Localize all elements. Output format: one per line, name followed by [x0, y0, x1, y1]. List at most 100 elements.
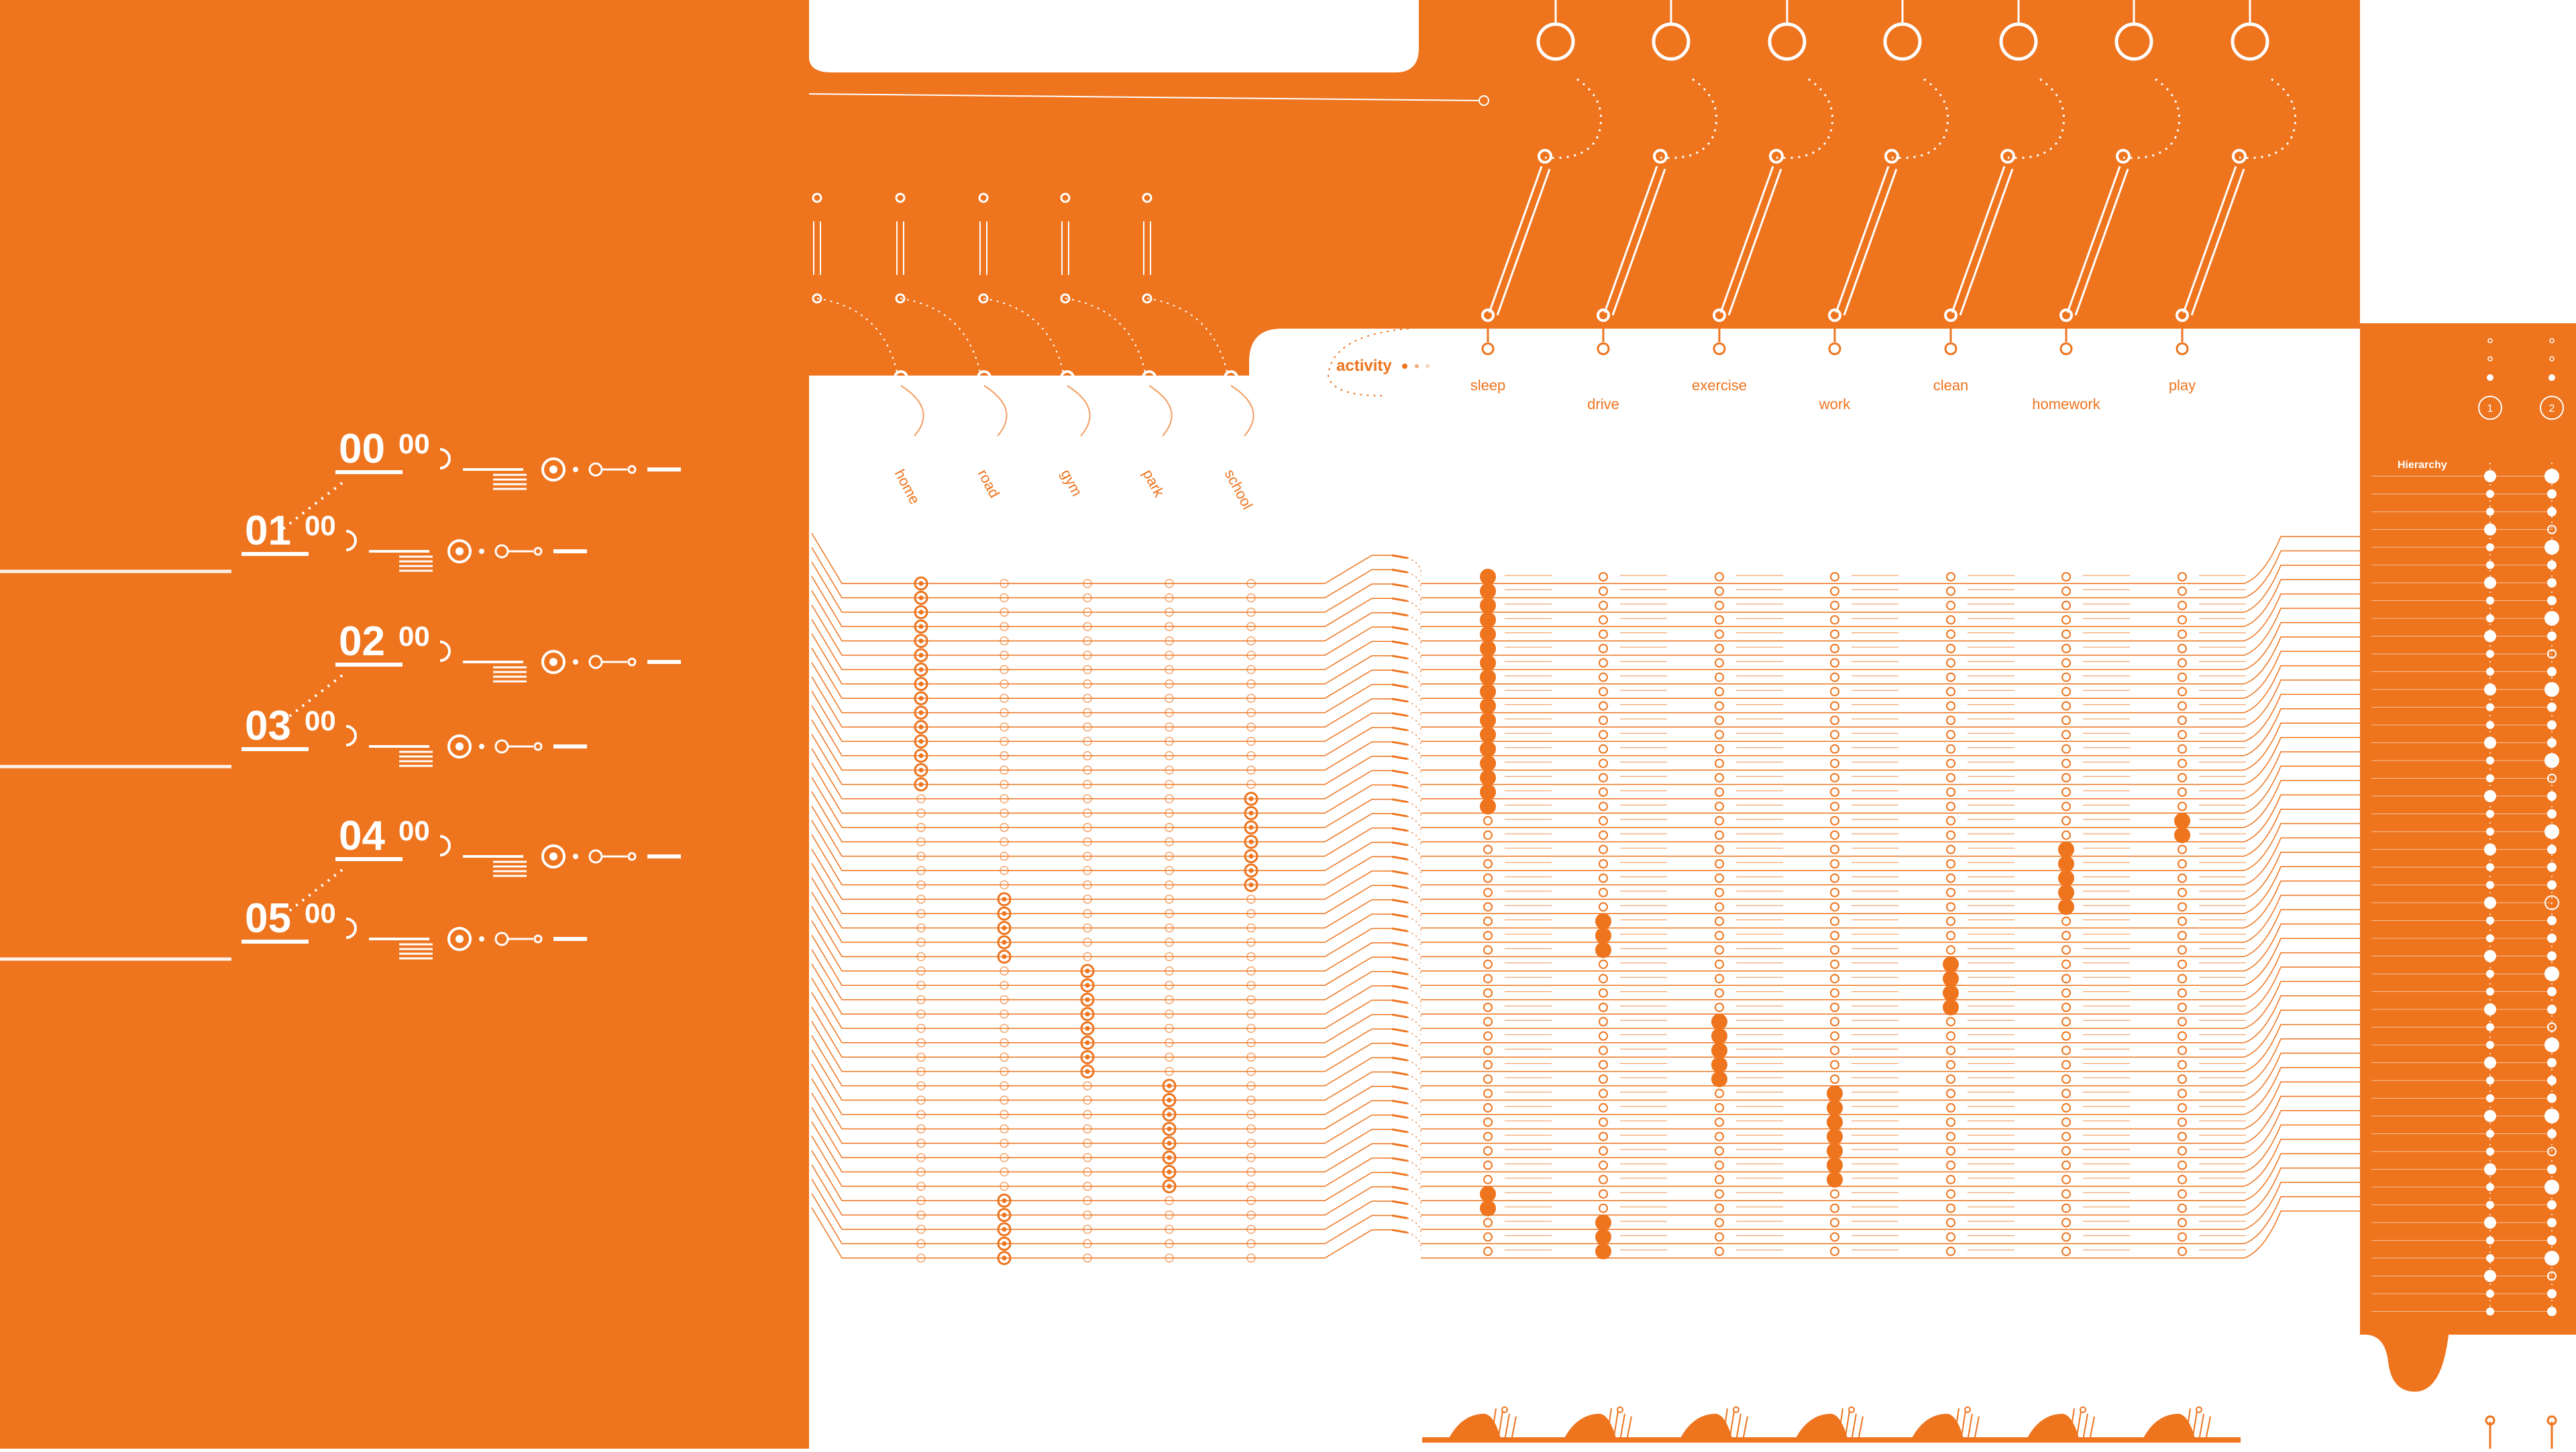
- row-activity-node-19-0: [1483, 844, 1493, 854]
- row-activity-node-35-2: [1711, 1071, 1727, 1087]
- row-activity-node-16-3: [1830, 801, 1839, 812]
- activity-heading: activity: [1336, 357, 1392, 375]
- row-activity-node-24-3: [1830, 916, 1839, 926]
- timeline-row-45: [811, 1178, 2368, 1237]
- row-exit-trace-29: [2234, 952, 2368, 1001]
- row-location-node-18-1: [1000, 837, 1009, 846]
- timeline-rows: [811, 533, 2368, 1266]
- row-activity-node-33-4: [1946, 1046, 1955, 1056]
- row-location-node-21-3: [1165, 880, 1174, 890]
- loc-arc-2: [1067, 385, 1091, 437]
- row-bridge-43: [1391, 1171, 1408, 1176]
- row-activity-node-16-6: [2178, 801, 2187, 812]
- row-location-node-26-2: [1083, 952, 1092, 962]
- hierarchy-node-b-44: [2544, 1251, 2559, 1266]
- row-activity-node-38-0: [1483, 1117, 1493, 1127]
- row-activity-node-28-5: [2061, 974, 2071, 984]
- row-location-node-7-4: [1246, 679, 1256, 689]
- row-bridge-dots-28: [1407, 959, 1421, 978]
- row-location-trace-46: [811, 1193, 1392, 1245]
- row-activity-node-13-0: [1480, 755, 1496, 772]
- row-location-node-7-0: [914, 677, 928, 691]
- row-activity-node-9-3: [1830, 701, 1839, 711]
- time-gauge-core-4: [549, 852, 557, 860]
- time-end-2: [627, 657, 637, 667]
- row-activity-node-17-5: [2061, 816, 2071, 826]
- row-location-trace-20: [811, 820, 1392, 871]
- row-activity-node-27-3: [1830, 959, 1839, 969]
- location-label-1: road: [975, 467, 1004, 501]
- time-gauge-3: [447, 734, 472, 759]
- row-activity-node-25-1: [1595, 928, 1611, 944]
- time-bracket-5: [345, 917, 357, 939]
- row-location-node-22-4: [1246, 895, 1256, 904]
- row-location-node-23-2: [1083, 909, 1092, 918]
- bottom-gauge-tick-1-1: [1613, 1410, 1619, 1441]
- row-activity-node-34-1: [1599, 1060, 1608, 1070]
- row-location-trace-8: [811, 647, 1392, 699]
- hierarchy-node-b-32: [2544, 1038, 2559, 1052]
- row-activity-node-8-5: [2061, 687, 2071, 697]
- row-activity-node-41-4: [1946, 1160, 1955, 1170]
- act-label-node-1: [1597, 342, 1610, 355]
- row-location-node-30-0: [916, 1009, 926, 1019]
- time-hour-1: 01: [245, 508, 291, 554]
- row-location-node-19-3: [1165, 851, 1174, 861]
- timeline-row-41: [811, 1121, 2368, 1179]
- row-location-marker-19: [1248, 854, 1254, 859]
- timeline-row-14: [811, 734, 2368, 792]
- row-activity-node-47-6: [2178, 1246, 2187, 1256]
- row-location-node-19-4: [1244, 849, 1258, 864]
- row-activity-node-18-3: [1830, 830, 1839, 840]
- row-exit-trace-34: [2234, 1023, 2368, 1072]
- act-label-node-6: [2176, 342, 2189, 355]
- hierarchy-node-b-11: [2547, 667, 2557, 677]
- hierarchy-node-a-40: [2486, 1183, 2494, 1191]
- row-location-node-37-1: [1000, 1110, 1009, 1119]
- hierarchy-node-b-43: [2547, 1235, 2557, 1245]
- row-location-node-20-3: [1165, 866, 1174, 875]
- bottom-gauge-tick-2-1: [1729, 1410, 1735, 1441]
- hierarchy-node-b-6: [2547, 578, 2557, 588]
- hierarchy-node-b-39: [2547, 1164, 2557, 1174]
- row-exit-trace-28: [2234, 938, 2368, 986]
- row-activity-node-32-0: [1483, 1031, 1493, 1041]
- row-activity-node-11-0: [1480, 726, 1496, 743]
- row-activity-node-21-0: [1483, 873, 1493, 883]
- hierarchy-node-b-26: [2547, 934, 2557, 943]
- loc-arc-4: [1230, 385, 1254, 437]
- row-location-node-37-3: [1162, 1107, 1177, 1122]
- row-activity-node-44-6: [2178, 1203, 2187, 1213]
- row-bridge-dots-15: [1407, 773, 1421, 791]
- row-activity-node-17-2: [1715, 816, 1724, 826]
- act-rail-b-1: [1611, 168, 1666, 316]
- timeline-row-32: [811, 992, 2368, 1050]
- row-location-node-2-2: [1083, 608, 1092, 617]
- row-location-trace-41: [811, 1121, 1392, 1173]
- act-base-node-0: [1481, 309, 1495, 322]
- bottom-gauge-tick-0-0: [1491, 1408, 1497, 1441]
- timeline-row-36: [811, 1050, 2368, 1107]
- row-exit-trace-21: [2234, 837, 2368, 886]
- hierarchy-node-b-41: [2547, 1200, 2557, 1210]
- row-location-node-26-4: [1246, 952, 1256, 962]
- location-label-3: park: [1140, 467, 1169, 500]
- timeline-row-6: [811, 619, 2368, 677]
- row-location-node-0-0: [914, 576, 928, 591]
- hierarchy-node-b-14: [2547, 720, 2557, 730]
- row-activity-node-27-5: [2061, 959, 2071, 969]
- row-activity-node-34-3: [1830, 1060, 1839, 1070]
- hierarchy-node-a-26: [2486, 934, 2494, 942]
- row-activity-node-15-3: [1830, 787, 1839, 797]
- time-bracket-2: [439, 640, 451, 662]
- act-mid-node-5: [2116, 149, 2131, 164]
- row-location-node-47-2: [1083, 1253, 1092, 1263]
- bottom-gauge-dot-2: [1733, 1406, 1739, 1413]
- row-location-marker-18: [1248, 839, 1254, 844]
- time-bracket-4: [439, 835, 451, 856]
- row-location-node-21-4: [1244, 877, 1258, 892]
- row-location-marker-39: [1167, 1141, 1172, 1146]
- hierarchy-node-b-22: [2547, 862, 2557, 872]
- row-bridge-14: [1391, 755, 1408, 761]
